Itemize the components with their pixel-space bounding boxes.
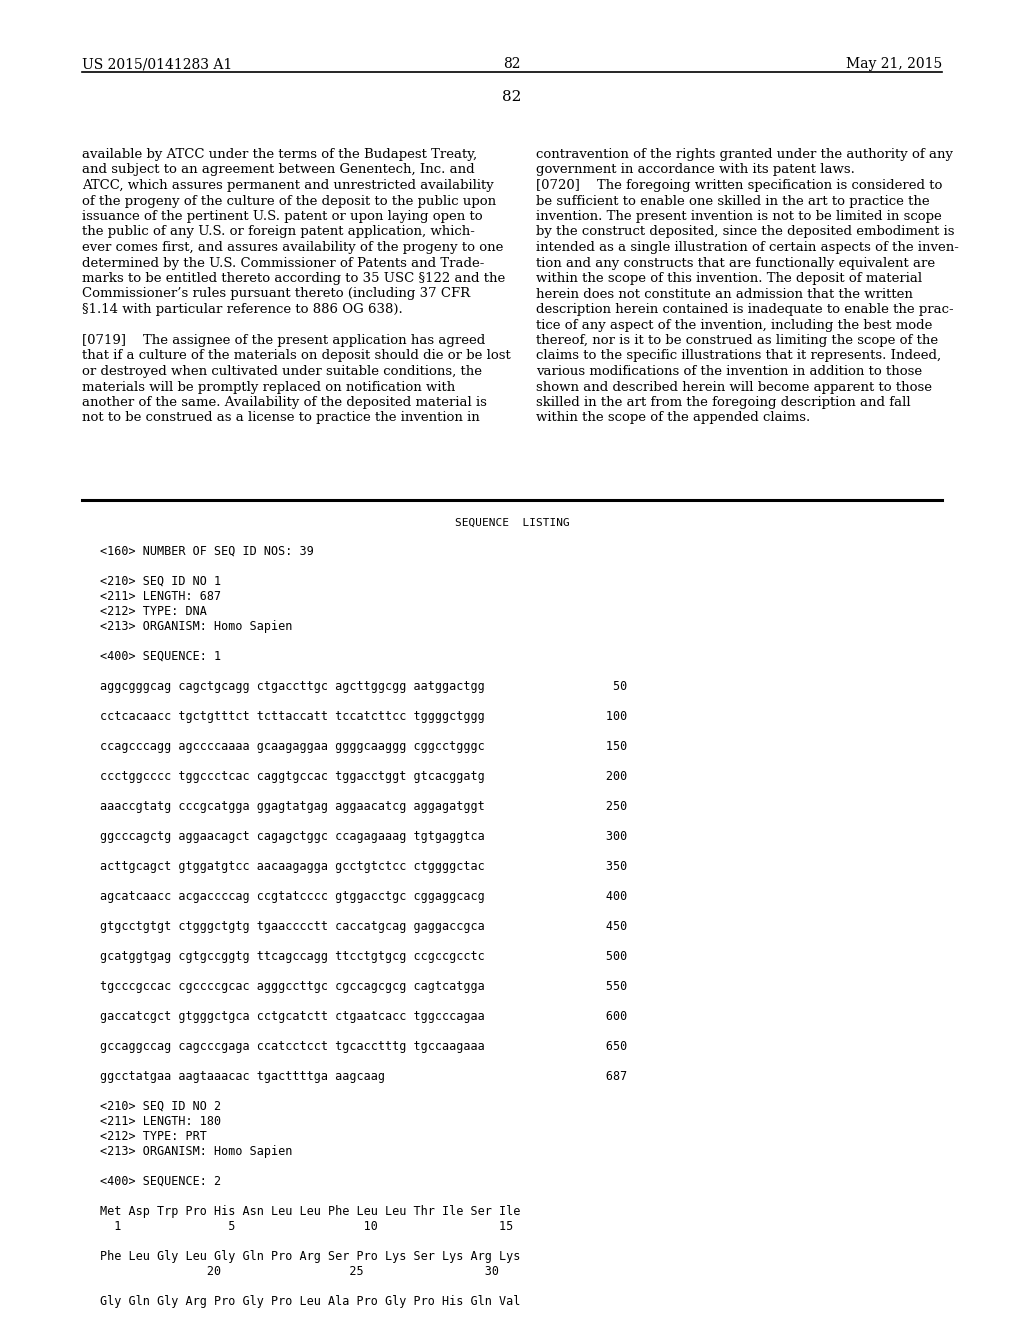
Text: within the scope of this invention. The deposit of material: within the scope of this invention. The … — [536, 272, 923, 285]
Text: ccctggcccc tggccctcac caggtgccac tggacctggt gtcacggatg                 200: ccctggcccc tggccctcac caggtgccac tggacct… — [100, 770, 628, 783]
Text: tion and any constructs that are functionally equivalent are: tion and any constructs that are functio… — [536, 256, 935, 269]
Text: aaaccgtatg cccgcatgga ggagtatgag aggaacatcg aggagatggt                 250: aaaccgtatg cccgcatgga ggagtatgag aggaaca… — [100, 800, 628, 813]
Text: that if a culture of the materials on deposit should die or be lost: that if a culture of the materials on de… — [82, 350, 511, 363]
Text: gccaggccag cagcccgaga ccatcctcct tgcacctttg tgccaagaaa                 650: gccaggccag cagcccgaga ccatcctcct tgcacct… — [100, 1040, 628, 1053]
Text: claims to the specific illustrations that it represents. Indeed,: claims to the specific illustrations tha… — [536, 350, 941, 363]
Text: US 2015/0141283 A1: US 2015/0141283 A1 — [82, 57, 232, 71]
Text: and subject to an agreement between Genentech, Inc. and: and subject to an agreement between Gene… — [82, 164, 475, 177]
Text: <160> NUMBER OF SEQ ID NOS: 39: <160> NUMBER OF SEQ ID NOS: 39 — [100, 545, 313, 558]
Text: [0719]    The assignee of the present application has agreed: [0719] The assignee of the present appli… — [82, 334, 485, 347]
Text: gtgcctgtgt ctgggctgtg tgaacccctt caccatgcag gaggaccgca                 450: gtgcctgtgt ctgggctgtg tgaacccctt caccatg… — [100, 920, 628, 933]
Text: of the progeny of the culture of the deposit to the public upon: of the progeny of the culture of the dep… — [82, 194, 496, 207]
Text: [0720]    The foregoing written specification is considered to: [0720] The foregoing written specificati… — [536, 180, 942, 191]
Text: thereof, nor is it to be construed as limiting the scope of the: thereof, nor is it to be construed as li… — [536, 334, 938, 347]
Text: <213> ORGANISM: Homo Sapien: <213> ORGANISM: Homo Sapien — [100, 1144, 293, 1158]
Text: acttgcagct gtggatgtcc aacaagagga gcctgtctcc ctggggctac                 350: acttgcagct gtggatgtcc aacaagagga gcctgtc… — [100, 861, 628, 873]
Text: May 21, 2015: May 21, 2015 — [846, 57, 942, 71]
Text: <212> TYPE: PRT: <212> TYPE: PRT — [100, 1130, 207, 1143]
Text: by the construct deposited, since the deposited embodiment is: by the construct deposited, since the de… — [536, 226, 954, 239]
Text: another of the same. Availability of the deposited material is: another of the same. Availability of the… — [82, 396, 486, 409]
Text: the public of any U.S. or foreign patent application, which-: the public of any U.S. or foreign patent… — [82, 226, 475, 239]
Text: 1               5                  10                 15: 1 5 10 15 — [100, 1220, 513, 1233]
Text: Commissioner’s rules pursuant thereto (including 37 CFR: Commissioner’s rules pursuant thereto (i… — [82, 288, 470, 301]
Text: gcatggtgag cgtgccggtg ttcagccagg ttcctgtgcg ccgccgcctc                 500: gcatggtgag cgtgccggtg ttcagccagg ttcctgt… — [100, 950, 628, 964]
Text: tice of any aspect of the invention, including the best mode: tice of any aspect of the invention, inc… — [536, 318, 933, 331]
Text: ggcctatgaa aagtaaacac tgacttttga aagcaag                               687: ggcctatgaa aagtaaacac tgacttttga aagcaag… — [100, 1071, 628, 1082]
Text: skilled in the art from the foregoing description and fall: skilled in the art from the foregoing de… — [536, 396, 910, 409]
Text: invention. The present invention is not to be limited in scope: invention. The present invention is not … — [536, 210, 942, 223]
Text: <213> ORGANISM: Homo Sapien: <213> ORGANISM: Homo Sapien — [100, 620, 293, 634]
Text: Phe Leu Gly Leu Gly Gln Pro Arg Ser Pro Lys Ser Lys Arg Lys: Phe Leu Gly Leu Gly Gln Pro Arg Ser Pro … — [100, 1250, 520, 1263]
Text: determined by the U.S. Commissioner of Patents and Trade-: determined by the U.S. Commissioner of P… — [82, 256, 484, 269]
Text: various modifications of the invention in addition to those: various modifications of the invention i… — [536, 366, 923, 378]
Text: §1.14 with particular reference to 886 OG 638).: §1.14 with particular reference to 886 O… — [82, 304, 402, 315]
Text: ggcccagctg aggaacagct cagagctggc ccagagaaag tgtgaggtca                 300: ggcccagctg aggaacagct cagagctggc ccagaga… — [100, 830, 628, 843]
Text: intended as a single illustration of certain aspects of the inven-: intended as a single illustration of cer… — [536, 242, 958, 253]
Text: SEQUENCE  LISTING: SEQUENCE LISTING — [455, 517, 569, 528]
Text: tgcccgccac cgccccgcac agggccttgc cgccagcgcg cagtcatgga                 550: tgcccgccac cgccccgcac agggccttgc cgccagc… — [100, 979, 628, 993]
Text: Gly Gln Gly Arg Pro Gly Pro Leu Ala Pro Gly Pro His Gln Val: Gly Gln Gly Arg Pro Gly Pro Leu Ala Pro … — [100, 1295, 520, 1308]
Text: herein does not constitute an admission that the written: herein does not constitute an admission … — [536, 288, 912, 301]
Text: aggcgggcag cagctgcagg ctgaccttgc agcttggcgg aatggactgg                  50: aggcgggcag cagctgcagg ctgaccttgc agcttgg… — [100, 680, 628, 693]
Text: not to be construed as a license to practice the invention in: not to be construed as a license to prac… — [82, 412, 480, 425]
Text: within the scope of the appended claims.: within the scope of the appended claims. — [536, 412, 810, 425]
Text: <211> LENGTH: 180: <211> LENGTH: 180 — [100, 1115, 221, 1129]
Text: marks to be entitled thereto according to 35 USC §122 and the: marks to be entitled thereto according t… — [82, 272, 505, 285]
Text: contravention of the rights granted under the authority of any: contravention of the rights granted unde… — [536, 148, 953, 161]
Text: agcatcaacc acgaccccag ccgtatcccc gtggacctgc cggaggcacg                 400: agcatcaacc acgaccccag ccgtatcccc gtggacc… — [100, 890, 628, 903]
Text: ATCC, which assures permanent and unrestricted availability: ATCC, which assures permanent and unrest… — [82, 180, 494, 191]
Text: <211> LENGTH: 687: <211> LENGTH: 687 — [100, 590, 221, 603]
Text: ever comes first, and assures availability of the progeny to one: ever comes first, and assures availabili… — [82, 242, 504, 253]
Text: <212> TYPE: DNA: <212> TYPE: DNA — [100, 605, 207, 618]
Text: ccagcccagg agccccaaaa gcaagaggaa ggggcaaggg cggcctgggc                 150: ccagcccagg agccccaaaa gcaagaggaa ggggcaa… — [100, 741, 628, 752]
Text: available by ATCC under the terms of the Budapest Treaty,: available by ATCC under the terms of the… — [82, 148, 477, 161]
Text: description herein contained is inadequate to enable the prac-: description herein contained is inadequa… — [536, 304, 953, 315]
Text: gaccatcgct gtgggctgca cctgcatctt ctgaatcacc tggcccagaa                 600: gaccatcgct gtgggctgca cctgcatctt ctgaatc… — [100, 1010, 628, 1023]
Text: materials will be promptly replaced on notification with: materials will be promptly replaced on n… — [82, 380, 456, 393]
Text: cctcacaacc tgctgtttct tcttaccatt tccatcttcc tggggctggg                 100: cctcacaacc tgctgtttct tcttaccatt tccatct… — [100, 710, 628, 723]
Text: 82: 82 — [503, 90, 521, 104]
Text: 82: 82 — [503, 57, 521, 71]
Text: <210> SEQ ID NO 1: <210> SEQ ID NO 1 — [100, 576, 221, 587]
Text: government in accordance with its patent laws.: government in accordance with its patent… — [536, 164, 855, 177]
Text: <400> SEQUENCE: 1: <400> SEQUENCE: 1 — [100, 649, 221, 663]
Text: be sufficient to enable one skilled in the art to practice the: be sufficient to enable one skilled in t… — [536, 194, 930, 207]
Text: issuance of the pertinent U.S. patent or upon laying open to: issuance of the pertinent U.S. patent or… — [82, 210, 482, 223]
Text: 20                  25                 30: 20 25 30 — [100, 1265, 499, 1278]
Text: Met Asp Trp Pro His Asn Leu Leu Phe Leu Leu Thr Ile Ser Ile: Met Asp Trp Pro His Asn Leu Leu Phe Leu … — [100, 1205, 520, 1218]
Text: <400> SEQUENCE: 2: <400> SEQUENCE: 2 — [100, 1175, 221, 1188]
Text: or destroyed when cultivated under suitable conditions, the: or destroyed when cultivated under suita… — [82, 366, 482, 378]
Text: <210> SEQ ID NO 2: <210> SEQ ID NO 2 — [100, 1100, 221, 1113]
Text: shown and described herein will become apparent to those: shown and described herein will become a… — [536, 380, 932, 393]
